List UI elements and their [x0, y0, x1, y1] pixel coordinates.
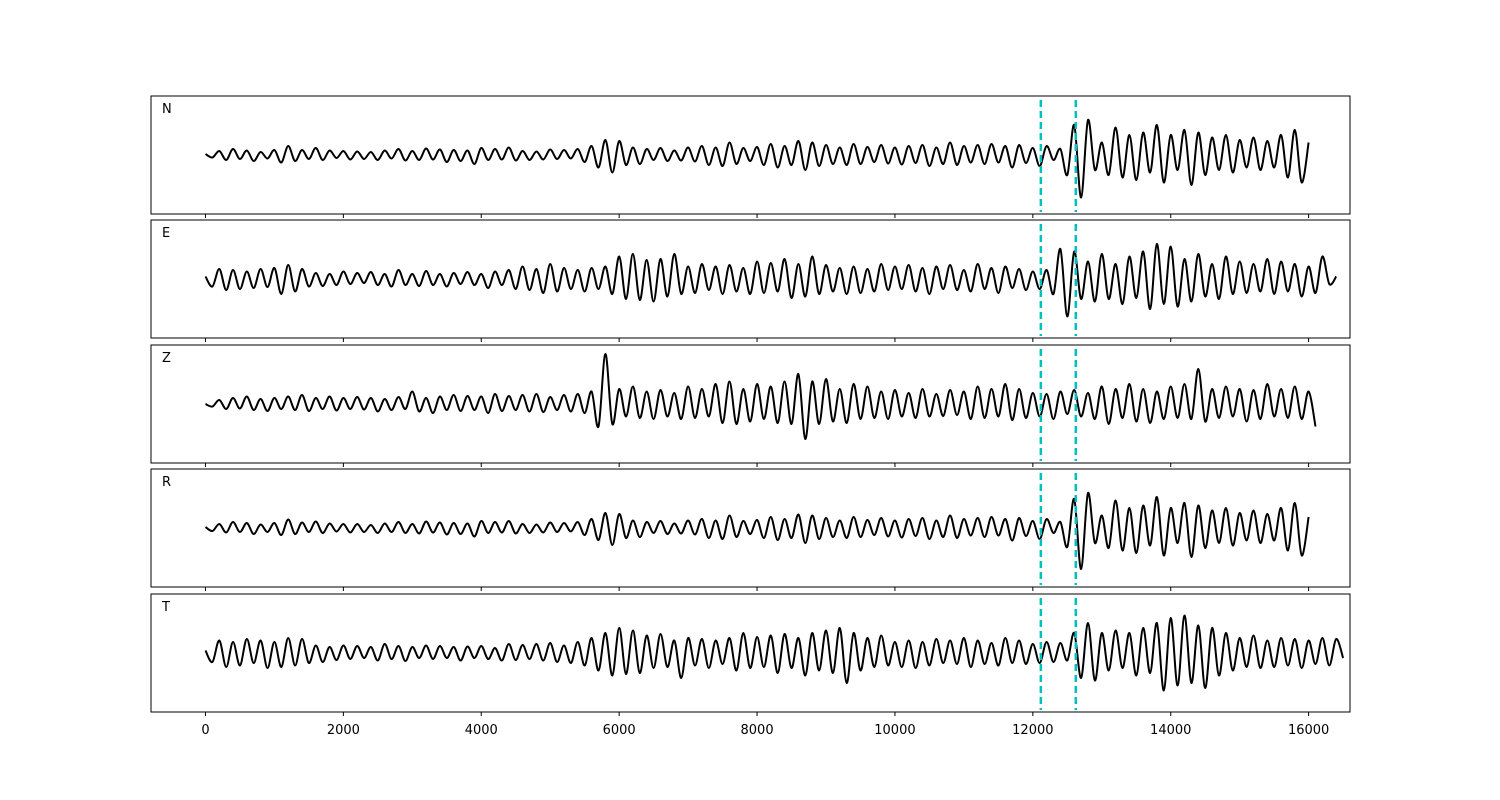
- x-tick-label: 10000: [874, 723, 915, 738]
- x-tick-label: 14000: [1150, 723, 1191, 738]
- panel-label-n: N: [162, 102, 172, 117]
- trace-t: [204, 614, 1345, 692]
- panel-frame: [150, 344, 1351, 464]
- x-tick-label: 2000: [327, 723, 360, 738]
- panel-label-e: E: [162, 226, 170, 241]
- panel-frame: [150, 219, 1351, 339]
- trace-z: [205, 352, 1317, 441]
- panel-label-z: Z: [162, 351, 171, 366]
- x-tick-label: 6000: [603, 723, 636, 738]
- trace-r: [204, 491, 1310, 571]
- x-tick-label: 12000: [1012, 723, 1053, 738]
- trace-n: [204, 118, 1310, 199]
- panel-frame: [150, 593, 1351, 713]
- panel-label-t: T: [161, 600, 170, 615]
- x-tick-label: 16000: [1288, 723, 1329, 738]
- panel-label-r: R: [162, 475, 171, 490]
- panel-frame: [150, 468, 1351, 588]
- x-tick-label: 8000: [741, 723, 774, 738]
- trace-e: [204, 242, 1338, 318]
- x-tick-label: 4000: [465, 723, 498, 738]
- x-tick-label: 0: [201, 723, 209, 738]
- panel-frame: [150, 95, 1351, 215]
